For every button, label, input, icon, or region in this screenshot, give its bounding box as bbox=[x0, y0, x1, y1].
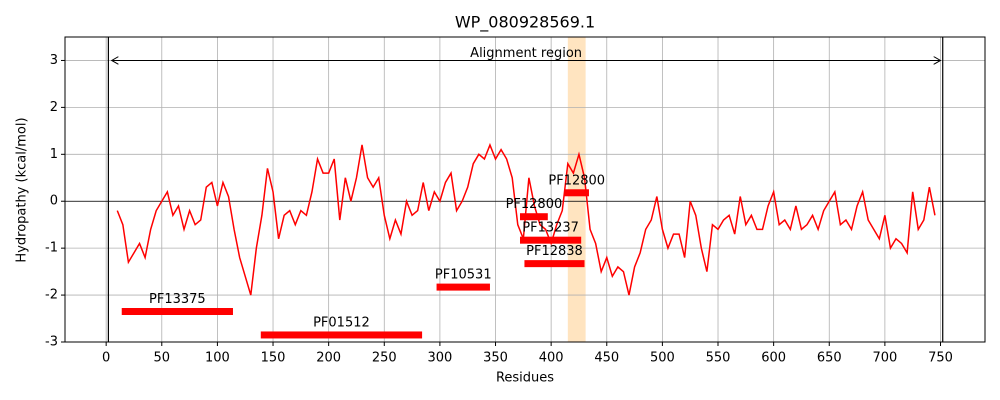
chart-title: WP_080928569.1 bbox=[455, 13, 595, 33]
alignment-label: Alignment region bbox=[470, 46, 582, 61]
domain-label: PF13237 bbox=[522, 221, 579, 236]
x-tick-label: 50 bbox=[154, 351, 171, 366]
domain-label: PF12800 bbox=[548, 173, 605, 188]
x-tick-label: 300 bbox=[427, 351, 452, 366]
domain-label: PF12800 bbox=[506, 197, 563, 212]
x-tick-label: 700 bbox=[872, 351, 897, 366]
domain-bar bbox=[519, 213, 548, 221]
x-tick-label: 600 bbox=[761, 351, 786, 366]
domain-label: PF13375 bbox=[149, 292, 206, 307]
domain-label: PF10531 bbox=[435, 268, 492, 283]
x-tick-label: 250 bbox=[372, 351, 397, 366]
domain-bar bbox=[260, 331, 423, 339]
x-tick-label: 650 bbox=[817, 351, 842, 366]
domain-label: PF01512 bbox=[313, 315, 370, 330]
x-tick-label: 500 bbox=[650, 351, 675, 366]
x-tick-label: 100 bbox=[205, 351, 230, 366]
x-tick-label: 0 bbox=[102, 351, 110, 366]
domain-label: PF12838 bbox=[526, 244, 583, 259]
y-tick-label: 3 bbox=[50, 53, 58, 68]
x-tick-label: 400 bbox=[539, 351, 564, 366]
domain-bar bbox=[524, 260, 585, 268]
x-tick-label: 150 bbox=[261, 351, 286, 366]
y-tick-label: 1 bbox=[50, 147, 58, 162]
y-tick-label: -2 bbox=[45, 288, 58, 303]
domain-bar bbox=[121, 308, 233, 315]
y-axis-label: Hydropathy (kcal/mol) bbox=[15, 117, 30, 262]
x-axis-label: Residues bbox=[496, 371, 554, 386]
x-tick-label: 350 bbox=[483, 351, 508, 366]
x-tick-label: 550 bbox=[706, 351, 731, 366]
hydropathy-line bbox=[116, 142, 936, 296]
domain-bar bbox=[436, 283, 490, 291]
x-tick-label: 750 bbox=[928, 351, 953, 366]
y-tick-label: -3 bbox=[45, 335, 58, 350]
x-tick-label: 450 bbox=[594, 351, 619, 366]
domain-bar bbox=[564, 189, 589, 197]
y-tick-label: 0 bbox=[50, 194, 58, 209]
y-tick-label: 2 bbox=[50, 100, 58, 115]
plot-frame bbox=[64, 36, 986, 343]
domain-bar bbox=[519, 236, 582, 244]
y-tick-label: -1 bbox=[45, 241, 58, 256]
x-tick-label: 200 bbox=[316, 351, 341, 366]
